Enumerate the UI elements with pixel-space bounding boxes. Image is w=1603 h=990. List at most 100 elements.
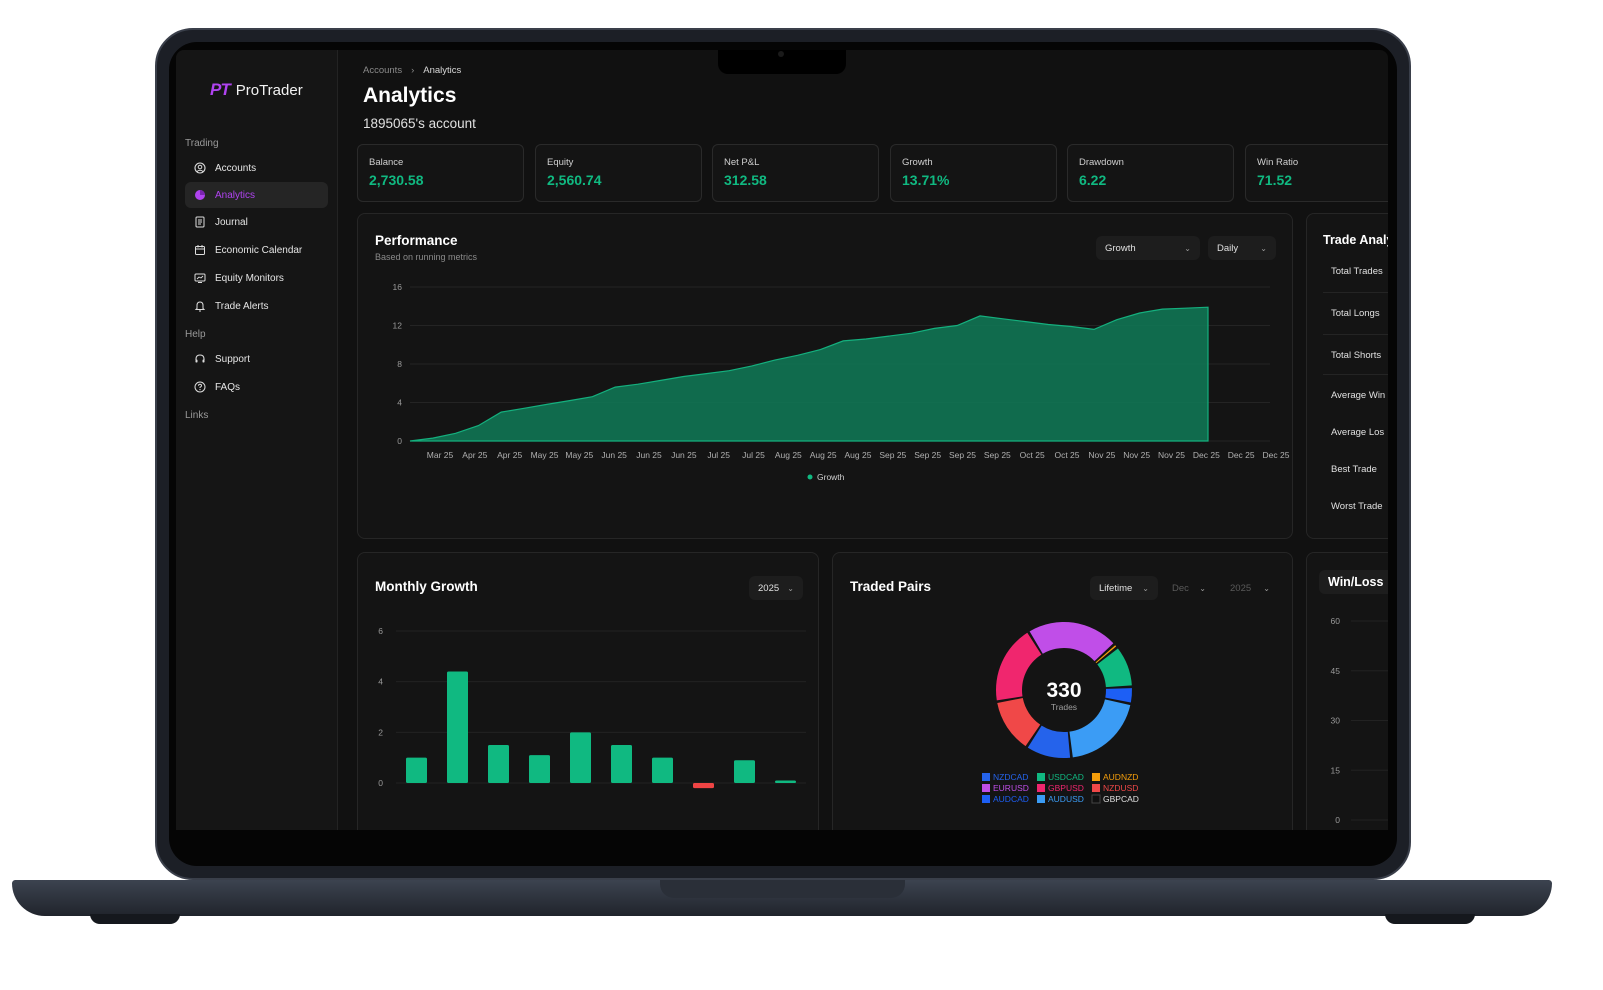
stat-value: 2,560.74	[547, 172, 602, 188]
x-tick-label: Oct 25	[1020, 450, 1045, 460]
sidebar-item-journal[interactable]: Journal	[185, 209, 328, 235]
monthly-growth-bar[interactable]	[652, 757, 673, 783]
donut-slice[interactable]	[1027, 725, 1071, 758]
donut-slice[interactable]	[1029, 622, 1114, 662]
trade-row-average-loss: Average Los	[1331, 427, 1385, 438]
sidebar-section-links: Links	[185, 410, 209, 421]
y-tick-label: 60	[1331, 616, 1341, 626]
monthly-growth-chart: 0 2 4 6	[378, 626, 806, 789]
breadcrumb-link-accounts[interactable]: Accounts	[363, 65, 403, 76]
stat-value: 6.22	[1079, 172, 1107, 188]
donut-center-label: Trades	[1051, 702, 1077, 712]
legend-label: NZDUSD	[1103, 783, 1138, 793]
donut-slice[interactable]	[1095, 645, 1117, 664]
question-icon	[194, 381, 206, 393]
x-tick-label: Sep 25	[984, 450, 1011, 460]
donut-slice[interactable]	[997, 698, 1041, 747]
monthly-growth-bar[interactable]	[488, 745, 509, 783]
year-select-value: 2025	[758, 582, 780, 594]
legend-swatch	[1037, 795, 1045, 803]
sidebar-item-faqs[interactable]: FAQs	[185, 374, 328, 400]
win-loss-select[interactable]: Win/Loss	[1319, 570, 1388, 594]
donut-slice[interactable]	[996, 632, 1042, 701]
divider	[1323, 292, 1388, 293]
y-tick-label: 4	[378, 677, 383, 687]
stat-value: 71.52	[1257, 172, 1293, 188]
range-select[interactable]: Lifetime ⌄	[1090, 576, 1158, 600]
monthly-growth-bar[interactable]	[775, 780, 796, 783]
donut-slice[interactable]	[1097, 648, 1132, 688]
legend-label: NZDCAD	[993, 772, 1028, 782]
donut-slice[interactable]	[1105, 688, 1132, 703]
sidebar-item-economic-calendar[interactable]: Economic Calendar	[185, 237, 328, 263]
x-tick-label: Apr 25	[462, 450, 487, 460]
journal-icon	[195, 216, 205, 228]
sidebar-item-analytics[interactable]: Analytics	[185, 182, 328, 208]
win-loss-title: Win/Loss	[1328, 575, 1384, 589]
x-tick-label: Nov 25	[1158, 450, 1185, 460]
metric-select[interactable]: Growth ⌄	[1096, 236, 1200, 260]
laptop-foot-right	[1385, 914, 1475, 924]
monthly-growth-bar[interactable]	[734, 760, 755, 783]
monthly-growth-bar[interactable]	[611, 745, 632, 783]
chevron-down-icon: ⌄	[1199, 583, 1206, 593]
monthly-growth-bar[interactable]	[447, 671, 468, 783]
legend-swatch	[807, 474, 813, 480]
trade-analysis-card: Trade Analy Total Trades Total Longs Tot…	[1306, 213, 1388, 539]
x-tick-label: Dec 25	[1263, 450, 1290, 460]
chevron-down-icon: ⌄	[1263, 583, 1270, 593]
legend-swatch	[982, 795, 990, 803]
breadcrumb-separator: ›	[411, 65, 415, 76]
trade-row-total-trades: Total Trades	[1331, 266, 1383, 277]
x-tick-label: Sep 25	[879, 450, 906, 460]
traded-pairs-card: Traded Pairs Lifetime ⌄ Dec ⌄ 2025 ⌄ 330 Tra…	[832, 552, 1293, 830]
y-tick-label: 0	[1335, 815, 1340, 825]
month-select[interactable]: Dec ⌄	[1163, 576, 1215, 600]
y-tick-label: 0	[378, 778, 383, 788]
pairs-year-select[interactable]: 2025 ⌄	[1221, 576, 1279, 600]
monthly-growth-bar[interactable]	[406, 757, 427, 783]
x-tick-label: May 25	[565, 450, 593, 460]
monthly-growth-bar[interactable]	[693, 783, 714, 789]
main-content: Accounts › Analytics Analytics 1895065's…	[346, 50, 1388, 830]
x-tick-label: Aug 25	[810, 450, 837, 460]
sidebar-item-label: Analytics	[215, 189, 256, 201]
stat-card-equity: Equity 2,560.74	[535, 144, 702, 202]
period-select[interactable]: Daily ⌄	[1208, 236, 1276, 260]
stat-label: Drawdown	[1079, 157, 1124, 168]
legend-label: AUDUSD	[1048, 794, 1084, 804]
legend-swatch	[1092, 784, 1100, 792]
account-subtitle: 1895065's account	[363, 116, 476, 131]
performance-title: Performance	[375, 233, 458, 248]
x-tick-label: May 25	[531, 450, 559, 460]
monthly-growth-bar[interactable]	[570, 732, 591, 783]
sidebar-item-support[interactable]: Support	[185, 346, 328, 372]
brand-logo[interactable]: PT ProTrader	[210, 80, 303, 100]
period-select-value: Daily	[1217, 242, 1239, 254]
sidebar-item-trade-alerts[interactable]: Trade Alerts	[185, 293, 328, 319]
donut-center-value: 330	[1046, 679, 1081, 702]
growth-area-series[interactable]	[409, 306, 1209, 442]
stat-label: Win Ratio	[1257, 157, 1299, 168]
chevron-down-icon: ⌄	[1142, 583, 1149, 593]
legend-swatch	[1092, 773, 1100, 781]
y-tick-label: 6	[378, 626, 383, 636]
sidebar-item-label: Economic Calendar	[215, 244, 303, 256]
calendar-icon	[195, 245, 205, 255]
page-title: Analytics	[363, 84, 457, 107]
pairs-year-select-value: 2025	[1230, 582, 1252, 594]
laptop-trackpad-notch	[660, 880, 905, 898]
donut-slice[interactable]	[1069, 699, 1131, 758]
logo-mark: PT	[210, 80, 231, 99]
sidebar-item-accounts[interactable]: Accounts	[185, 155, 328, 181]
legend-swatch	[982, 773, 990, 781]
y-tick-label: 2	[378, 727, 383, 737]
sidebar-item-label: Support	[215, 353, 251, 365]
monthly-growth-bar[interactable]	[529, 755, 550, 783]
year-select[interactable]: 2025 ⌄	[749, 576, 803, 600]
x-tick-label: Jul 25	[742, 450, 765, 460]
legend-swatch	[982, 784, 990, 792]
stat-card-net-pnl: Net P&L 312.58	[712, 144, 879, 202]
sidebar-item-equity-monitors[interactable]: Equity Monitors	[185, 265, 328, 291]
